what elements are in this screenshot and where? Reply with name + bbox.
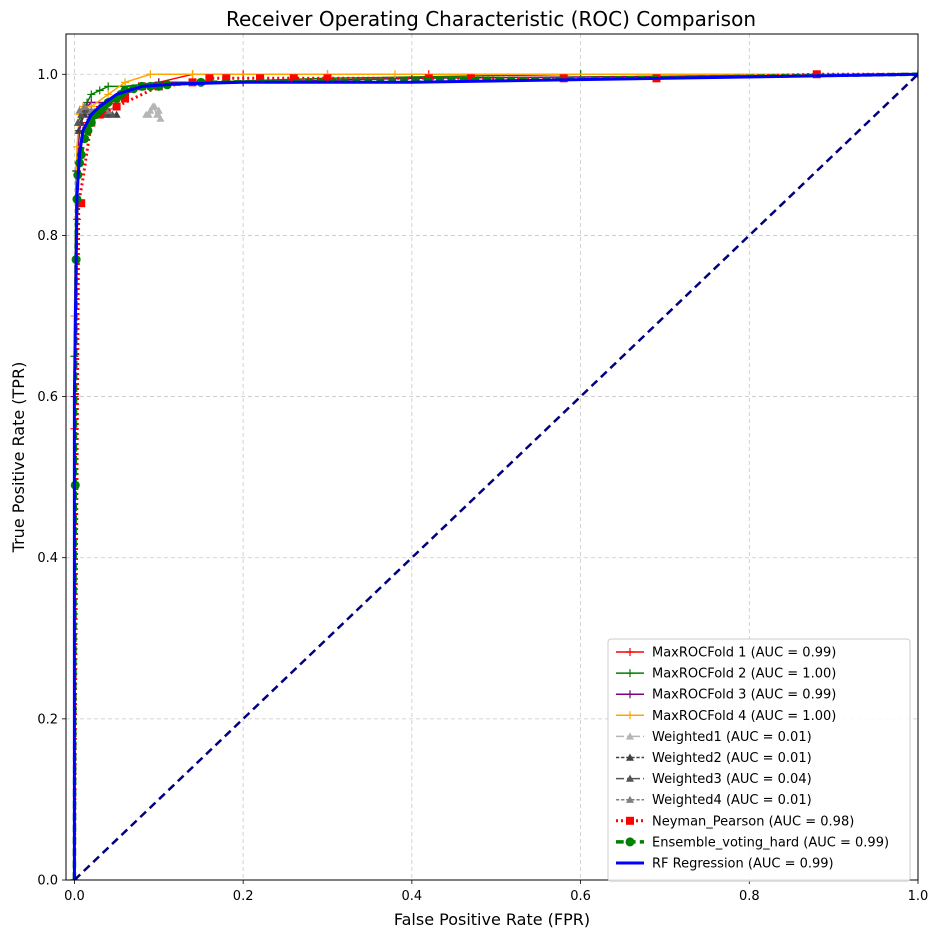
legend-entry: MaxROCFold 1 (AUC = 0.99) bbox=[616, 646, 836, 661]
plot-area bbox=[70, 70, 918, 880]
plus-marker bbox=[390, 70, 399, 79]
legend-box bbox=[607, 638, 911, 882]
legend-entry: MaxROCFold 2 (AUC = 1.00) bbox=[616, 667, 836, 682]
x-tick-label: 0.4 bbox=[402, 889, 423, 904]
plus-marker bbox=[626, 711, 634, 720]
plus-marker bbox=[188, 70, 197, 79]
legend-entry: MaxROCFold 3 (AUC = 0.99) bbox=[616, 688, 836, 703]
square-marker bbox=[77, 199, 86, 208]
y-tick-label: 0.8 bbox=[37, 229, 58, 244]
axis-ticks: 0.0 0.2 0.4 0.6 0.8 1.0 0.0 0.2 0.4 0.6 0.8 1.0 bbox=[37, 68, 928, 904]
legend-label: Ensemble_voting_hard (AUC = 0.99) bbox=[652, 835, 889, 850]
plus-marker bbox=[104, 82, 113, 91]
y-tick-label: 0.6 bbox=[37, 390, 58, 405]
triangle-marker bbox=[626, 795, 634, 803]
square-marker bbox=[466, 74, 475, 83]
triangle-marker bbox=[144, 110, 153, 118]
x-tick-label: 1.0 bbox=[908, 889, 929, 904]
legend-label: MaxROCFold 2 (AUC = 1.00) bbox=[652, 667, 836, 682]
x-tick-label: 0.6 bbox=[570, 889, 591, 904]
legend-label: MaxROCFold 1 (AUC = 0.99) bbox=[652, 646, 836, 661]
square-marker bbox=[256, 74, 265, 83]
x-tick-label: 0.0 bbox=[64, 889, 85, 904]
legend-label: Weighted1 (AUC = 0.01) bbox=[652, 730, 812, 745]
triangle-marker bbox=[74, 126, 83, 134]
circle-marker bbox=[625, 837, 635, 847]
square-marker bbox=[559, 74, 568, 83]
legend-label: MaxROCFold 4 (AUC = 1.00) bbox=[652, 709, 836, 724]
legend-label: RF Regression (AUC = 0.99) bbox=[652, 857, 834, 872]
plus-marker bbox=[626, 690, 634, 699]
legend-entry: RF Regression (AUC = 0.99) bbox=[616, 857, 834, 872]
legend-label: MaxROCFold 3 (AUC = 0.99) bbox=[652, 688, 836, 703]
legend-entry: Weighted3 (AUC = 0.04) bbox=[616, 772, 812, 787]
triangle-marker bbox=[75, 106, 84, 114]
triangle-marker bbox=[148, 102, 157, 110]
series-group bbox=[70, 70, 918, 880]
chart-title: Receiver Operating Characteristic (ROC) … bbox=[226, 7, 756, 31]
triangle-marker bbox=[77, 110, 86, 118]
legend-label: Neyman_Pearson (AUC = 0.98) bbox=[652, 814, 854, 829]
y-tick-label: 0.0 bbox=[37, 874, 58, 889]
triangle-marker bbox=[108, 110, 117, 118]
legend-label: Weighted4 (AUC = 0.01) bbox=[652, 793, 812, 808]
legend-entry: Neyman_Pearson (AUC = 0.98) bbox=[616, 814, 854, 829]
triangle-marker bbox=[153, 110, 162, 118]
legend-entry: Weighted4 (AUC = 0.01) bbox=[616, 793, 812, 808]
legend: MaxROCFold 1 (AUC = 0.99) MaxROCFold 2 (A… bbox=[607, 638, 911, 882]
y-tick-label: 0.2 bbox=[37, 712, 58, 727]
plus-marker bbox=[104, 90, 113, 99]
series-5 bbox=[142, 102, 165, 122]
legend-entry: Weighted1 (AUC = 0.01) bbox=[616, 730, 812, 745]
square-marker bbox=[289, 74, 298, 83]
triangle-marker bbox=[80, 102, 89, 110]
square-marker bbox=[205, 74, 214, 83]
legend-label: Weighted2 (AUC = 0.01) bbox=[652, 751, 812, 766]
series-line bbox=[72, 72, 918, 880]
axes-frame bbox=[65, 33, 919, 881]
y-axis-label: True Positive Rate (TPR) bbox=[9, 362, 28, 554]
plus-marker bbox=[626, 648, 634, 656]
square-marker bbox=[112, 102, 121, 111]
series-11 bbox=[72, 72, 918, 880]
plus-marker bbox=[121, 78, 130, 87]
triangle-marker bbox=[156, 114, 165, 122]
y-tick-label: 1.0 bbox=[37, 68, 58, 83]
legend-entry: MaxROCFold 4 (AUC = 1.00) bbox=[616, 709, 836, 724]
x-axis-label: False Positive Rate (FPR) bbox=[394, 910, 590, 929]
triangle-marker bbox=[73, 118, 82, 126]
y-tick-label: 0.4 bbox=[37, 551, 58, 566]
legend-label: Weighted3 (AUC = 0.04) bbox=[652, 772, 812, 787]
x-tick-label: 0.2 bbox=[233, 889, 254, 904]
triangle-marker bbox=[626, 732, 634, 740]
plus-marker bbox=[146, 70, 155, 79]
triangle-marker bbox=[626, 753, 634, 761]
square-marker bbox=[121, 94, 130, 103]
legend-entry: Weighted2 (AUC = 0.01) bbox=[616, 751, 812, 766]
triangle-marker bbox=[626, 774, 634, 782]
plus-marker bbox=[87, 90, 96, 99]
square-marker bbox=[626, 816, 634, 825]
x-tick-label: 0.8 bbox=[739, 889, 760, 904]
plus-marker bbox=[95, 86, 104, 95]
square-marker bbox=[222, 74, 231, 83]
square-marker bbox=[323, 74, 332, 83]
plus-marker bbox=[626, 669, 634, 678]
legend-entry: Ensemble_voting_hard (AUC = 0.99) bbox=[616, 835, 889, 850]
